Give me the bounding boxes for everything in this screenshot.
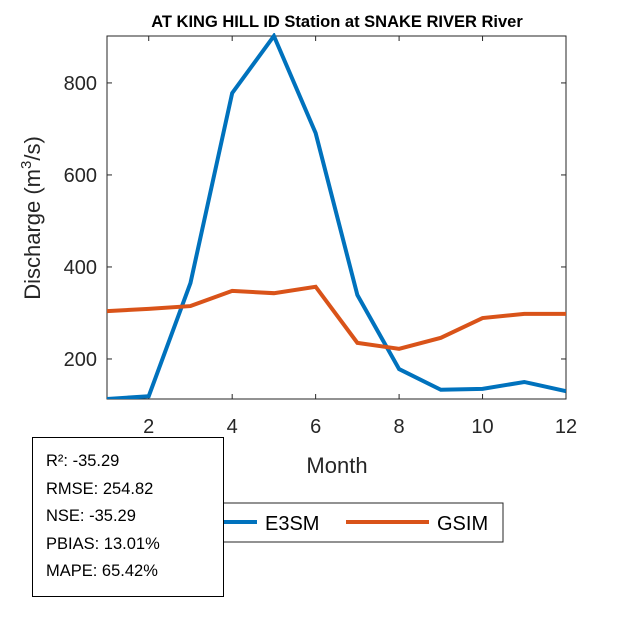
x-tick-label: 2 (143, 416, 154, 438)
x-tick-label: 6 (310, 416, 321, 438)
series-line-gsim (107, 284, 566, 351)
metrics-box: R²: -35.29 RMSE: 254.82 NSE: -35.29 PBIA… (32, 437, 224, 597)
chart-title: AT KING HILL ID Station at SNAKE RIVER R… (151, 13, 523, 31)
metric-mape: MAPE: 65.42% (46, 562, 158, 580)
series-line-e3sm (107, 33, 566, 399)
metric-pbias: PBIAS: 13.01% (46, 534, 160, 553)
x-axis-label: Month (306, 453, 367, 478)
legend: E3SM GSIM (184, 502, 504, 543)
y-tick-label: 600 (64, 165, 97, 187)
x-axis-ticks: 2 4 6 8 10 12 (143, 36, 577, 438)
plot-area: 2 4 6 8 10 12 200 400 600 800 (64, 33, 577, 438)
y-axis-ticks: 200 400 600 800 (64, 73, 566, 371)
series-lines (107, 33, 566, 399)
metric-rmse: RMSE: 254.82 (46, 479, 154, 498)
metric-r2: R²: -35.29 (46, 452, 120, 470)
x-tick-label: 12 (555, 416, 577, 438)
legend-label-e3sm: E3SM (265, 513, 319, 535)
y-tick-label: 200 (64, 349, 97, 371)
y-tick-label: 400 (64, 257, 97, 279)
x-tick-label: 10 (471, 416, 493, 438)
y-axis-label-superscript: 3 (18, 161, 35, 169)
y-axis-label-main: Discharge (m (20, 169, 45, 300)
metric-nse: NSE: -35.29 (46, 507, 136, 525)
y-axis-label: Discharge (m3/s) (18, 136, 45, 300)
legend-label-gsim: GSIM (437, 513, 488, 535)
y-tick-label: 800 (64, 73, 97, 95)
x-tick-label: 8 (394, 416, 405, 438)
y-axis-label-tail: /s) (20, 136, 45, 160)
x-tick-label: 4 (227, 416, 238, 438)
